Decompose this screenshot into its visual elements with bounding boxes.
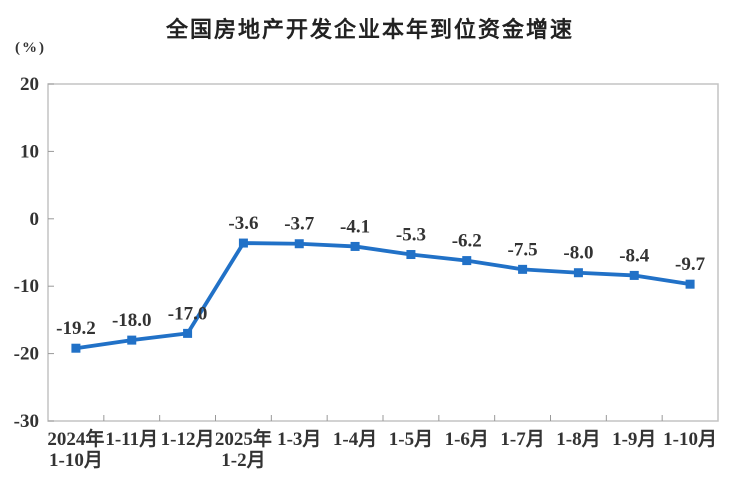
data-point-marker (573, 268, 583, 278)
x-axis-tick-label: 1-12月 (161, 429, 215, 450)
x-axis-tick-label: 1-10月 (663, 429, 717, 450)
data-value-label: -8.4 (619, 245, 650, 266)
data-point-marker (406, 250, 416, 260)
data-value-label: -17.0 (168, 303, 208, 324)
x-axis-tick-label: 1-4月 (333, 429, 377, 450)
data-value-label: -4.1 (340, 216, 370, 237)
x-axis-tick-label: 1-11月 (105, 429, 158, 450)
data-point-marker (462, 256, 472, 266)
data-point-marker (127, 335, 137, 345)
data-value-label: -5.3 (396, 225, 426, 246)
x-axis-tick-label: 1-8月 (556, 429, 600, 450)
series-line (74, 241, 692, 351)
y-axis-tick-label: 20 (20, 74, 39, 95)
data-point-marker (71, 343, 81, 353)
data-point-marker (294, 239, 304, 249)
y-axis-tick-label: 0 (30, 209, 40, 230)
data-point-marker (183, 328, 193, 338)
data-value-label: -9.7 (675, 254, 706, 275)
y-axis-unit-label: (%) (15, 40, 46, 56)
y-axis-tick-label: -30 (14, 411, 39, 432)
x-axis-tick-label: 1-6月 (445, 429, 489, 450)
data-value-label: -3.6 (228, 213, 258, 234)
chart-title: 全国房地产开发企业本年到位资金增速 (165, 18, 574, 43)
data-value-label: -18.0 (112, 310, 152, 331)
x-axis-tick-label: 1-7月 (500, 429, 544, 450)
data-value-label: -3.7 (284, 214, 315, 235)
data-point-marker (350, 241, 360, 251)
data-value-label: -8.0 (563, 243, 593, 264)
y-axis-tick-label: 10 (20, 141, 39, 162)
data-point-marker (238, 238, 248, 248)
data-point-marker (685, 279, 695, 289)
x-axis-tick-label: 1-9月 (612, 429, 656, 450)
x-axis-tick-label: 1-5月 (389, 429, 433, 450)
y-axis-tick-label: -10 (14, 276, 39, 297)
data-value-label: -19.2 (56, 318, 96, 339)
x-axis-tick-label: 1-3月 (277, 429, 321, 450)
plot-border (47, 83, 719, 422)
data-value-label: -7.5 (508, 239, 538, 260)
x-axis-tick-label: 2025年 1-2月 (215, 427, 272, 471)
data-point-marker (518, 264, 528, 274)
y-axis-tick-label: -20 (14, 344, 39, 365)
data-point-marker (629, 270, 639, 280)
x-axis-tick-label: 2024年 1-10月 (47, 427, 104, 471)
data-value-label: -6.2 (452, 231, 482, 252)
